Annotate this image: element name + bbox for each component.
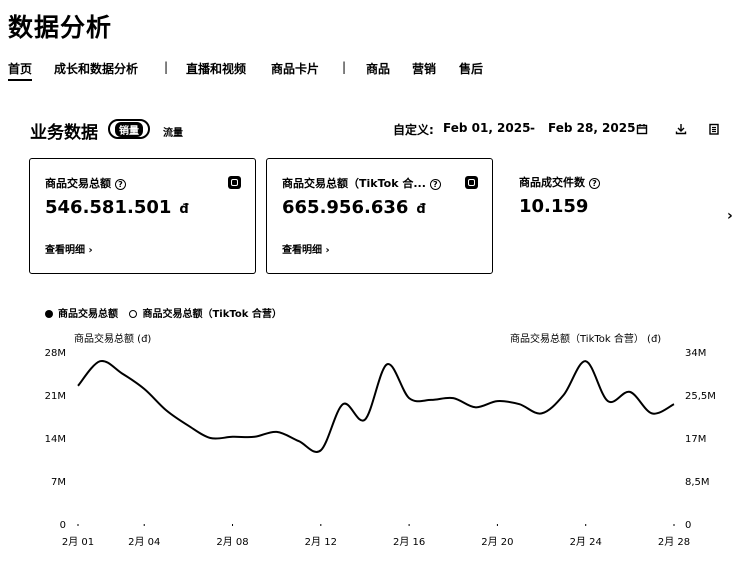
nav-tab-products[interactable]: 商品 <box>366 62 391 76</box>
date-range-end[interactable]: Feb 28, 2025 <box>548 121 636 135</box>
nav-tab-marketing[interactable]: 营销 <box>412 62 437 76</box>
metric-card-gmv[interactable]: 商品交易总额? 546.581.501 đ 查看明细 › <box>29 158 256 274</box>
legend-filled-dot-icon <box>45 310 53 318</box>
view-details-link[interactable]: 查看明细 › <box>45 245 93 256</box>
x-tick-label: 2月 20 <box>481 536 513 548</box>
y-left-tick-label: 0 <box>60 520 66 531</box>
nav-active-underline <box>8 79 32 81</box>
chart-legend: 商品交易总额 商品交易总额（TikTok 合营） <box>45 305 290 320</box>
scroll-right-chevron-icon[interactable]: › <box>727 208 733 224</box>
x-tick-label: 2月 08 <box>216 536 248 548</box>
x-tick-label: 2月 01 <box>62 536 94 548</box>
selected-checkbox-icon[interactable] <box>228 176 241 189</box>
metric-card-items-sold[interactable]: 商品成交件数? 10.159 <box>504 158 714 274</box>
nav-tab-live-video[interactable]: 直播和视频 <box>186 62 247 76</box>
legend-item-gmv[interactable]: 商品交易总额 <box>45 305 118 320</box>
metric-value: 10.159 <box>519 196 588 217</box>
y-axis-left-label: 商品交易总额 (đ) <box>74 334 152 345</box>
report-icon[interactable] <box>708 123 720 135</box>
y-right-tick-label: 8,5M <box>685 477 710 488</box>
legend-label: 商品交易总额（TikTok 合营） <box>142 309 282 320</box>
legend-item-gmv-tiktok[interactable]: 商品交易总额（TikTok 合营） <box>129 305 282 320</box>
legend-label: 商品交易总额 <box>58 309 118 320</box>
help-icon[interactable]: ? <box>589 177 600 189</box>
metric-label-text: 商品成交件数 <box>519 176 585 189</box>
help-icon[interactable]: ? <box>115 178 126 190</box>
nav-tab-home[interactable]: 首页 <box>8 62 33 76</box>
selected-checkbox-icon[interactable] <box>465 176 478 189</box>
metric-value-number: 10.159 <box>519 196 589 217</box>
section-title: 业务数据 <box>30 123 98 143</box>
currency-symbol: đ <box>179 202 189 217</box>
y-right-tick-label: 17M <box>685 434 706 445</box>
x-tick-label: 2月 28 <box>658 536 690 548</box>
nav-tab-product-card[interactable]: 商品卡片 <box>271 62 320 76</box>
metric-value: 546.581.501 đ <box>45 197 189 218</box>
sales-tag-label: 销量 <box>115 121 143 137</box>
y-right-tick-label: 0 <box>685 520 691 531</box>
y-right-tick-label: 34M <box>685 348 706 359</box>
metric-value-number: 665.956.636 <box>282 197 409 218</box>
y-left-tick-label: 7M <box>51 477 66 488</box>
nav-tab-growth[interactable]: 成长和数据分析 <box>54 62 139 76</box>
series-line <box>77 359 675 453</box>
calendar-icon[interactable] <box>636 123 648 135</box>
y-left-tick-label: 21M <box>45 391 66 402</box>
metric-card-label: 商品交易总额? <box>45 175 126 191</box>
y-left-tick-label: 28M <box>45 348 66 359</box>
y-right-tick-label: 25,5M <box>685 391 716 402</box>
metric-card-gmv-tiktok[interactable]: 商品交易总额（TikTok 合...? 665.956.636 đ 查看明细 › <box>266 158 493 274</box>
metric-card-label: 商品交易总额（TikTok 合...? <box>282 175 441 191</box>
download-icon[interactable] <box>675 123 687 135</box>
date-range-label: 自定义: <box>393 123 434 137</box>
chart-layer: 0 7M 14M 21M 28M 0 8,5M 17M 25,5M 34M 2月 01 2月 04 2月… <box>45 348 716 548</box>
x-tick-label: 2月 04 <box>128 536 160 548</box>
date-range-separator: - <box>530 121 535 135</box>
metric-value: 665.956.636 đ <box>282 197 426 218</box>
metric-value-number: 546.581.501 <box>45 197 172 218</box>
y-left-tick-label: 14M <box>45 434 66 445</box>
metric-label-text: 商品交易总额 <box>45 177 111 190</box>
legend-ring-dot-icon <box>129 310 138 318</box>
nav-separator: | <box>342 60 347 74</box>
help-icon[interactable]: ? <box>429 178 441 190</box>
nav-tab-after-sales[interactable]: 售后 <box>459 62 484 76</box>
date-range-start[interactable]: Feb 01, 2025 <box>443 121 531 135</box>
currency-symbol: đ <box>416 202 426 217</box>
y-axis-right-label: 商品交易总额（TikTok 合营） (đ) <box>510 334 662 345</box>
x-tick-label: 2月 24 <box>570 536 602 548</box>
x-tick-label: 2月 16 <box>393 536 425 548</box>
page-title: 数据分析 <box>8 13 113 42</box>
view-details-link[interactable]: 查看明细 › <box>282 245 330 256</box>
nav-separator: | <box>164 60 169 74</box>
x-tick-label: 2月 12 <box>305 536 337 548</box>
metric-label-text: 商品交易总额（TikTok 合... <box>282 177 426 190</box>
line-chart: 0 7M 14M 21M 28M 0 8,5M 17M 25,5M 34M 2月 01 2月 04 2月… <box>45 348 716 548</box>
metric-card-label: 商品成交件数? <box>519 174 600 190</box>
sales-tag-toggle[interactable]: 销量 <box>108 119 150 139</box>
traffic-tag-toggle[interactable]: 流量 <box>163 128 183 139</box>
